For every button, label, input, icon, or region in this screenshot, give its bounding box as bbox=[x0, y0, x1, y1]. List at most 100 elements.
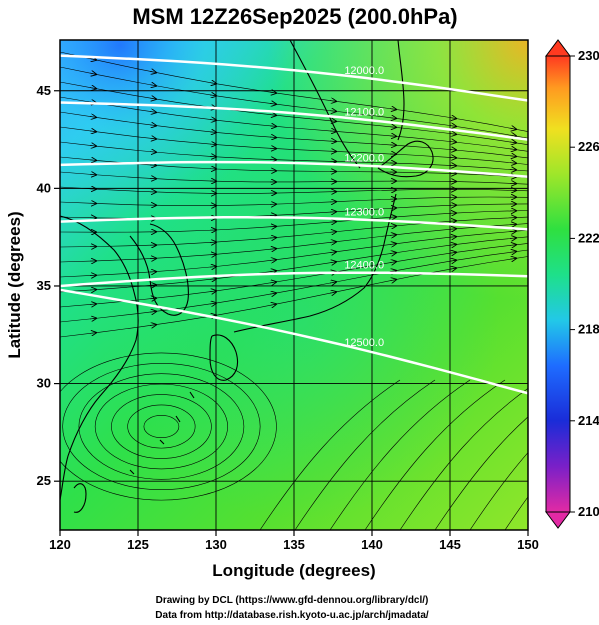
streamline bbox=[434, 416, 528, 530]
streamline-arrow bbox=[149, 71, 156, 72]
gridlines bbox=[60, 40, 528, 530]
streamline-arrow bbox=[389, 127, 396, 128]
streamline bbox=[399, 387, 528, 530]
y-tick-label: 25 bbox=[37, 473, 51, 488]
anticyclone-streamline bbox=[78, 373, 245, 480]
streamline bbox=[60, 66, 528, 139]
streamline bbox=[60, 223, 528, 263]
height-contour-line bbox=[60, 288, 528, 395]
streamline bbox=[469, 452, 528, 530]
colorbar-tick-label: 210 bbox=[578, 504, 599, 519]
streamline-arrow bbox=[329, 292, 336, 293]
streamline bbox=[259, 379, 401, 530]
streamline-arrow bbox=[449, 118, 456, 119]
streamline-arrow bbox=[269, 282, 276, 283]
streamline-arrow bbox=[269, 249, 276, 250]
streamline-arrow bbox=[89, 304, 96, 305]
coastline-russia bbox=[289, 40, 361, 169]
streamline-arrow bbox=[329, 282, 336, 283]
colorbar-tick-label: 222 bbox=[578, 230, 599, 245]
coastline-taiwan bbox=[73, 483, 87, 513]
height-contours bbox=[60, 54, 528, 395]
contour-labels: 12000.0 12100.0 12200.0 12300.0 12400.0 12500… bbox=[344, 65, 384, 349]
colorbar-tick-label: 218 bbox=[578, 322, 599, 337]
x-tick-label: 125 bbox=[127, 537, 149, 552]
streamline-arrow bbox=[89, 116, 96, 117]
streamline-arrow bbox=[389, 136, 396, 137]
streamline-arrow bbox=[449, 126, 456, 127]
plot-area: 12000.0 12100.0 12200.0 12300.0 12400.0 12500… bbox=[60, 40, 528, 530]
streamline-arrow bbox=[389, 226, 396, 227]
streamline-arrow bbox=[509, 156, 516, 157]
x-tick-label: 150 bbox=[517, 537, 539, 552]
y-tick-label: 45 bbox=[37, 83, 51, 98]
streamline-arrow bbox=[89, 73, 96, 74]
anticyclone-streamline bbox=[143, 415, 180, 439]
streamline bbox=[294, 379, 436, 530]
streamline-arrow bbox=[149, 138, 156, 139]
height-contour-line bbox=[60, 54, 528, 102]
x-axis-label: Longitude (degrees) bbox=[212, 561, 375, 580]
streamline-arrow bbox=[89, 160, 96, 161]
streamline-arrow bbox=[209, 291, 216, 292]
y-tick-label: 35 bbox=[37, 278, 51, 293]
streamline-arrow bbox=[509, 149, 516, 150]
streamline-arrow bbox=[89, 318, 96, 319]
x-tick-label: 140 bbox=[361, 537, 383, 552]
streamline-arrow bbox=[509, 169, 516, 170]
streamline-arrow bbox=[389, 262, 396, 263]
streamline-arrow bbox=[509, 238, 516, 239]
streamline-arrow bbox=[509, 163, 516, 164]
streamline-arrow bbox=[449, 141, 456, 142]
streamline-arrow bbox=[449, 229, 456, 230]
coastline-ryukyu bbox=[129, 391, 195, 475]
streamline-arrow bbox=[449, 134, 456, 135]
streamline-arrow bbox=[389, 271, 396, 272]
streamline-arrow bbox=[329, 101, 336, 102]
contour-label: 12200.0 bbox=[344, 153, 384, 165]
y-axis-ticks: 25 30 35 40 45 bbox=[37, 83, 60, 488]
credit-data-source: Data from http://database.rish.kyoto-u.a… bbox=[155, 610, 429, 621]
contour-label: 12500.0 bbox=[344, 337, 384, 349]
coastline-honshu bbox=[233, 193, 397, 333]
streamline-arrow bbox=[149, 98, 156, 99]
streamline-arrow bbox=[209, 95, 216, 96]
streamline-arrow bbox=[329, 252, 336, 253]
x-axis-ticks: 120 125 130 135 140 145 150 bbox=[49, 530, 539, 552]
streamline-arrow bbox=[269, 271, 276, 272]
streamline-arrow bbox=[509, 135, 516, 136]
streamline-arrow bbox=[269, 92, 276, 93]
streamline-arrow bbox=[449, 237, 456, 238]
contour-label: 12300.0 bbox=[344, 207, 384, 219]
y-tick-label: 30 bbox=[37, 376, 51, 391]
height-contour-line bbox=[60, 101, 528, 141]
streamline-arrow bbox=[209, 132, 216, 133]
anticyclone-streamline bbox=[127, 404, 196, 449]
colorbar-ticks: 210 214 218 222 226 230 bbox=[570, 48, 599, 519]
streamline-arrow bbox=[329, 232, 336, 233]
streamline-arrow bbox=[509, 251, 516, 252]
height-contour-line bbox=[60, 216, 528, 231]
height-contour-line bbox=[60, 160, 528, 178]
streamline-arrow bbox=[89, 131, 96, 132]
streamline-arrow bbox=[509, 258, 516, 259]
coastline-hokkaido bbox=[377, 140, 434, 178]
streamline-arrow bbox=[329, 262, 336, 263]
x-tick-label: 130 bbox=[205, 537, 227, 552]
contour-label: 12000.0 bbox=[344, 65, 384, 77]
streamline-arrow bbox=[449, 268, 456, 269]
streamline-arrow bbox=[269, 115, 276, 116]
anticyclone-streamline bbox=[94, 383, 228, 470]
streamline-arrow bbox=[389, 244, 396, 245]
streamline-arrow bbox=[209, 267, 216, 268]
streamline-arrow bbox=[89, 145, 96, 146]
streamline-arrow bbox=[149, 311, 156, 312]
colorbar-tick-label: 214 bbox=[578, 413, 599, 428]
streamline-arrow bbox=[389, 235, 396, 236]
streamline-arrow bbox=[149, 298, 156, 299]
streamline-arrow bbox=[329, 111, 336, 112]
streamline-arrow bbox=[389, 118, 396, 119]
streamline bbox=[504, 496, 528, 530]
coastline-kyushu bbox=[209, 334, 239, 381]
